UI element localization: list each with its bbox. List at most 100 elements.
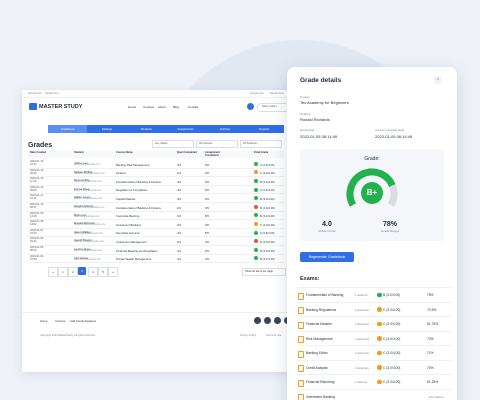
footer-link[interactable]: Features — [85, 319, 97, 323]
student: Jason Walker — [74, 229, 91, 234]
exam-grade-dot — [377, 292, 382, 297]
student: Ryan Collins — [74, 178, 90, 183]
course: Fundamentals of Banking & Finance — [116, 179, 162, 184]
assignment: 5/5 — [205, 162, 209, 167]
exam-grade-dot — [377, 379, 382, 384]
nav-link[interactable]: Contact — [188, 105, 199, 109]
tab[interactable]: Reports — [259, 127, 270, 131]
final-grade: B (3.2/4.00) — [260, 179, 275, 184]
email: carl.hunter@example.com — [74, 258, 101, 261]
date: 2023-01-12 09:05 — [30, 185, 44, 192]
social-icon[interactable] — [254, 317, 261, 324]
date: 2023-01-11 10:21 — [30, 194, 44, 201]
grade-dot — [254, 247, 258, 252]
grade-range-label: Grade Range — [380, 229, 399, 233]
top-link: Sample Text — [45, 92, 59, 95]
grade-points: 4.0 — [322, 221, 332, 228]
nav-link[interactable]: Blog — [173, 105, 180, 109]
top-link: Sample Text — [270, 92, 284, 95]
tab[interactable]: Gradebook — [48, 125, 88, 133]
exam-grade-dot — [377, 350, 382, 355]
page-button[interactable]: 4 — [88, 267, 98, 277]
attempts: 2 attempts — [355, 336, 370, 341]
page-button[interactable]: 2 — [68, 267, 78, 277]
exam-row: Fundamentals of Banking 1 attempt B (3.2/4… — [297, 287, 452, 302]
attempts: 1 attempt — [355, 380, 368, 384]
grades-title: Grades — [28, 142, 53, 149]
per-page[interactable]: Show 10 items per page — [242, 268, 286, 276]
page-button[interactable]: 1 — [58, 267, 68, 277]
email: jason.walker@example.com — [74, 232, 103, 235]
page-button[interactable]: » — [108, 267, 118, 277]
student: Jeffrey Lee — [74, 161, 88, 165]
nav-link[interactable]: About — [158, 105, 166, 109]
social-icon[interactable] — [274, 317, 281, 324]
tab[interactable]: Settings — [101, 127, 112, 131]
quiz: 3/4 — [177, 257, 181, 262]
page-button[interactable]: 3 — [78, 267, 86, 275]
exam-grade: C (3.0/4.00) — [383, 336, 401, 341]
tab[interactable]: Students — [140, 127, 152, 131]
tab[interactable]: Quizzes — [219, 127, 230, 131]
footer-link[interactable]: Home — [40, 319, 48, 323]
student-label: Student — [300, 112, 311, 116]
nav-link[interactable]: Home — [128, 105, 137, 109]
tab[interactable]: Assignments — [177, 127, 194, 131]
footer-link[interactable]: Add Course — [70, 319, 85, 323]
final-grade: B (3.1/4.00) — [260, 257, 275, 262]
final-grade: B (3.2/4.00) — [260, 214, 275, 219]
row-line — [28, 202, 284, 203]
grade-dot — [254, 256, 258, 261]
student: Donald Roberts — [74, 204, 94, 208]
exam-percent: 61.25% — [427, 380, 439, 384]
exam-row: Banking Ethics 2 attempts C (3.0/4.00) 71% — [297, 345, 452, 360]
top-link: Sample Text — [250, 92, 264, 95]
exam-row: Banking Regulations 2 attempts C (3.0/4.00… — [297, 301, 452, 317]
student: Carl Hunter — [74, 255, 89, 260]
footer-link[interactable]: Courses — [55, 319, 66, 323]
filter[interactable]: All Courses — [196, 140, 238, 148]
social-icon[interactable] — [264, 317, 271, 324]
page-button[interactable]: « — [48, 267, 58, 277]
assignment: 3/5 — [205, 205, 209, 210]
attempts: 1 attempt — [355, 293, 368, 297]
course: Capital Markets — [116, 196, 136, 201]
final-grade: A (3.9/4.00) — [260, 188, 275, 193]
exam-name: Financial Reporting — [306, 380, 335, 384]
legal-link[interactable]: Terms of Use — [266, 334, 282, 337]
exam-row: Financial Markets 2 attempts C (3.0/4.00) 6… — [297, 316, 452, 331]
exam-percent: 75% — [427, 293, 434, 297]
user-name: Hello, Admin — [262, 105, 277, 108]
regenerate-button[interactable]: Regenerate Gradebook — [300, 252, 354, 262]
close-button[interactable]: × — [434, 76, 442, 84]
grade-label: Grade: — [364, 156, 380, 162]
exam-row: Risk Management 2 attempts C (3.0/4.00) 73% — [297, 330, 452, 346]
final-grade: D (2.0/4.00) — [260, 239, 275, 244]
quiz: 2/4 — [177, 205, 181, 210]
exam-grade-dot — [377, 321, 382, 326]
filter[interactable]: Any Status — [152, 140, 194, 148]
final-grade: B (3.3/4.00) — [260, 248, 275, 253]
student: Walter Jones — [74, 195, 91, 200]
date: 2023-01-04 07:59 — [30, 254, 44, 261]
exam-icon — [298, 394, 304, 400]
quiz: 3/4 — [177, 179, 181, 184]
course: Investment Management — [116, 239, 147, 244]
nav-link[interactable]: Courses — [143, 105, 155, 109]
row-line — [28, 176, 284, 177]
search-button[interactable] — [247, 103, 254, 110]
logo-icon — [29, 103, 37, 110]
course: Corporate Banking — [116, 214, 140, 219]
page-button[interactable]: 5 — [98, 267, 108, 277]
assignment: 5/5 — [205, 188, 209, 193]
filter[interactable]: All Students — [240, 140, 282, 148]
grade-badge: B+ — [361, 182, 383, 204]
legal-link[interactable]: Privacy Policy — [240, 334, 257, 337]
exam-icon — [298, 336, 304, 343]
grade-gauge — [346, 168, 398, 207]
date: 2023-01-07 15:33 — [30, 228, 44, 235]
exam-name: Fundamentals of Banking — [306, 293, 344, 297]
assignment: 3/5 — [205, 239, 209, 244]
quiz: 3/4 — [177, 162, 181, 167]
